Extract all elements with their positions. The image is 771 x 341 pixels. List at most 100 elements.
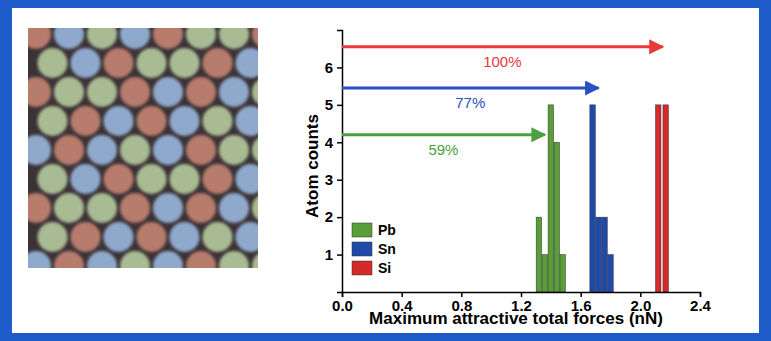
- annotation-arrow: [342, 45, 663, 48]
- y-tick: 5: [325, 96, 342, 113]
- bar: [560, 255, 566, 292]
- afm-image: [28, 28, 258, 268]
- atom: [153, 193, 183, 223]
- atom: [186, 28, 216, 49]
- atom: [219, 251, 249, 268]
- atom: [120, 135, 150, 165]
- legend-label: Pb: [378, 222, 396, 238]
- atom: [38, 48, 68, 78]
- atom: [219, 193, 249, 223]
- atom: [153, 135, 183, 165]
- annotation-label: 100%: [483, 53, 521, 70]
- annotation-label: 77%: [455, 94, 485, 111]
- bar: [548, 105, 554, 292]
- atom: [153, 28, 183, 49]
- slide: 0.00.40.81.21.62.02.4123456Maximum attra…: [0, 0, 771, 341]
- atom: [87, 135, 117, 165]
- annotation-arrow: [342, 133, 545, 136]
- atom: [38, 164, 68, 194]
- atom: [28, 135, 51, 165]
- x-tick-label: 2.4: [690, 297, 712, 314]
- y-tick-label: 1: [325, 246, 333, 263]
- annotations: 100% 77% 59%: [342, 47, 663, 158]
- atom: [252, 77, 258, 107]
- annotation-label: 59%: [428, 141, 458, 158]
- atom: [87, 251, 117, 268]
- y-axis-line: [337, 31, 343, 293]
- atom: [236, 164, 259, 194]
- atom: [219, 77, 249, 107]
- y-tick-label: 6: [325, 59, 333, 76]
- atom: [54, 77, 84, 107]
- atom: [120, 251, 150, 268]
- y-tick: 2: [325, 208, 342, 225]
- y-tick: 6: [325, 59, 342, 76]
- bar: [608, 255, 614, 292]
- atom: [87, 193, 117, 223]
- y-tick-mark: [337, 217, 342, 219]
- legend-swatch: [352, 223, 372, 237]
- atom: [104, 106, 134, 136]
- atom: [71, 164, 101, 194]
- atom: [137, 106, 167, 136]
- atom: [170, 164, 200, 194]
- atom: [170, 48, 200, 78]
- y-tick-mark: [337, 179, 342, 181]
- atom: [137, 222, 167, 252]
- atom: [120, 193, 150, 223]
- y-tick-mark: [337, 67, 342, 69]
- legend-swatch: [352, 261, 372, 275]
- y-tick-mark: [337, 142, 342, 144]
- y-tick-mark: [337, 254, 342, 256]
- atom: [236, 106, 259, 136]
- y-tick-label: 5: [325, 96, 333, 113]
- atom: [137, 164, 167, 194]
- atom: [28, 77, 51, 107]
- atom: [120, 28, 150, 49]
- atom: [153, 251, 183, 268]
- atom: [252, 135, 258, 165]
- y-tick-mark: [337, 105, 342, 107]
- atom: [38, 222, 68, 252]
- slide-panel: [12, 8, 759, 333]
- atom: [120, 77, 150, 107]
- bar: [663, 105, 669, 292]
- atom: [137, 48, 167, 78]
- x-tick-label: 0.0: [332, 297, 353, 314]
- y-tick: 1: [325, 246, 342, 263]
- slide-border: [0, 0, 771, 341]
- bar: [602, 217, 608, 292]
- bar: [554, 142, 560, 292]
- bar: [596, 217, 602, 292]
- atom: [236, 222, 259, 252]
- bar: [536, 217, 542, 292]
- y-tick: 4: [325, 134, 342, 151]
- atom: [203, 164, 233, 194]
- bar: [542, 255, 548, 292]
- atom: [87, 77, 117, 107]
- atom: [38, 106, 68, 136]
- legend: PbSnSi: [352, 222, 396, 276]
- atom: [170, 106, 200, 136]
- atom: [87, 28, 117, 49]
- atom: [219, 28, 249, 49]
- bar: [655, 105, 661, 292]
- atom: [54, 135, 84, 165]
- legend-label: Sn: [378, 241, 396, 257]
- y-tick-label: 3: [325, 171, 333, 188]
- atom: [71, 106, 101, 136]
- atom: [219, 135, 249, 165]
- atom: [28, 28, 51, 49]
- atom: [203, 48, 233, 78]
- y-tick-label: 4: [325, 134, 334, 151]
- atom: [203, 222, 233, 252]
- atom: [252, 193, 258, 223]
- atom: [170, 222, 200, 252]
- atom: [104, 222, 134, 252]
- atom: [28, 251, 51, 268]
- y-tick: 3: [325, 171, 342, 188]
- x-tick: 2.4: [690, 292, 712, 314]
- bars: [536, 105, 668, 292]
- atom: [71, 222, 101, 252]
- atom: [203, 106, 233, 136]
